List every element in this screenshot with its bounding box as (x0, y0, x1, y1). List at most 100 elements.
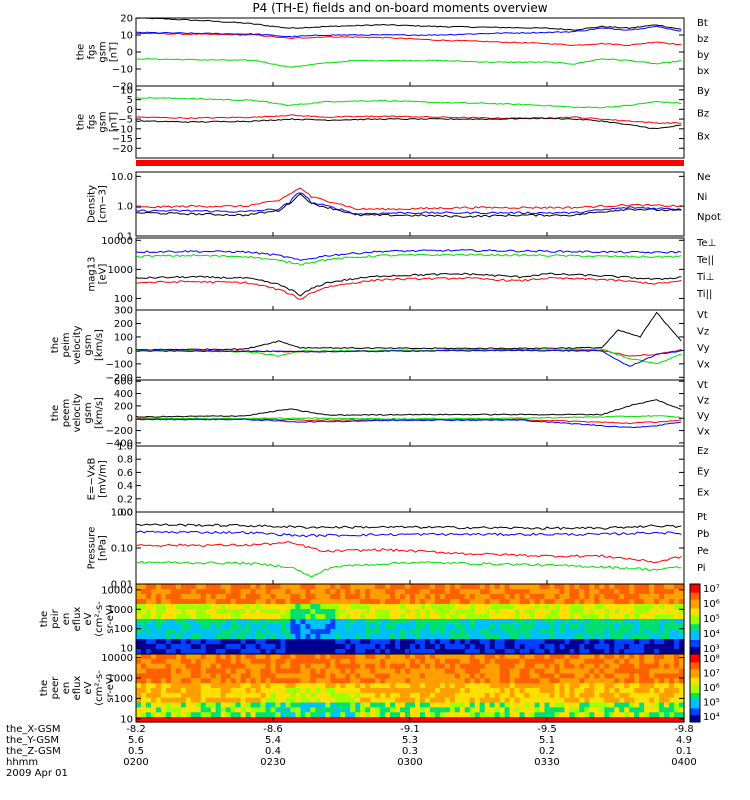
heatmap-cell (549, 663, 556, 670)
heatmap-cell (136, 654, 142, 660)
heatmap-cell (614, 692, 620, 699)
heatmap-cell (424, 639, 431, 645)
y-tick-label: 0.1 (117, 232, 133, 243)
heatmap-cell (569, 717, 575, 723)
heatmap-cell (350, 644, 356, 650)
heatmap-cell (624, 589, 630, 595)
heatmap-cell (385, 629, 391, 635)
heatmap-cell (345, 649, 351, 655)
heatmap-cell (504, 678, 511, 684)
heatmap-cell (395, 624, 401, 630)
heatmap-cell (395, 688, 401, 694)
y-axis-label: en (61, 682, 72, 695)
heatmap-cell (599, 644, 605, 650)
heatmap-cell (235, 702, 242, 709)
heatmap-cell (235, 599, 242, 605)
heatmap-cell (574, 614, 580, 620)
heatmap-cell (360, 692, 366, 699)
heatmap-cell (275, 654, 282, 660)
heatmap-cell (210, 619, 217, 625)
colorbar-step (690, 652, 700, 655)
heatmap-cell (320, 712, 326, 718)
heatmap-cell (464, 683, 471, 689)
heatmap-cell (400, 692, 406, 699)
heatmap-cell (170, 673, 177, 679)
colorbar-step (690, 703, 700, 706)
heatmap-cell (494, 604, 501, 610)
heatmap-cell (514, 668, 521, 675)
heatmap-cell (285, 594, 292, 600)
heatmap-cell (245, 619, 252, 625)
heatmap-cell (250, 639, 257, 645)
heatmap-cell (315, 589, 321, 595)
heatmap-cell (589, 614, 595, 620)
heatmap-cell (534, 683, 541, 689)
heatmap-cell (405, 619, 411, 625)
heatmap-cell (270, 702, 277, 709)
heatmap-cell (559, 589, 566, 595)
heatmap-cell (155, 668, 162, 675)
heatmap-cell (255, 614, 262, 620)
heatmap-cell (305, 717, 311, 723)
heatmap-cell (310, 663, 316, 670)
heatmap-cell (459, 624, 466, 630)
heatmap-cell (419, 692, 426, 699)
heatmap-cell (315, 697, 321, 704)
heatmap-cell (434, 692, 441, 699)
heatmap-cell (195, 712, 202, 718)
heatmap-cell (529, 717, 536, 723)
heatmap-cell (599, 634, 605, 640)
heatmap-cell (270, 678, 277, 684)
heatmap-cell (160, 614, 167, 620)
heatmap-cell (400, 589, 406, 595)
heatmap-cell (285, 639, 292, 645)
heatmap-cell (419, 614, 426, 620)
footer-row-value: 5.6 (128, 735, 144, 746)
heatmap-cell (330, 712, 336, 718)
heatmap-cell (539, 688, 546, 694)
heatmap-cell (624, 584, 630, 590)
heatmap-cell (200, 663, 207, 670)
heatmap-cell (165, 644, 172, 650)
footer-row-value: 0.1 (676, 746, 692, 757)
heatmap-cell (405, 712, 411, 718)
heatmap-cell (365, 614, 371, 620)
heatmap-cell (285, 619, 292, 625)
heatmap-cell (160, 599, 167, 605)
heatmap-cell (614, 654, 620, 660)
heatmap-cell (150, 702, 157, 709)
heatmap-cell (479, 668, 486, 675)
heatmap-cell (454, 712, 461, 718)
heatmap-cell (180, 619, 187, 625)
heatmap-cell (659, 619, 665, 625)
heatmap-cell (325, 639, 331, 645)
panel-frame (135, 237, 685, 311)
heatmap-cell (245, 599, 252, 605)
heatmap-cell (180, 712, 187, 718)
series-line-by (135, 96, 682, 109)
heatmap-cell (664, 619, 670, 625)
heatmap-cell (365, 584, 371, 590)
heatmap-cell (145, 599, 152, 605)
heatmap-cell (639, 619, 645, 625)
heatmap-cell (235, 624, 242, 630)
heatmap-cell (290, 584, 297, 590)
heatmap-cell (639, 634, 645, 640)
heatmap-cell (230, 649, 237, 655)
heatmap-cell (559, 678, 566, 684)
heatmap-cell (589, 644, 595, 650)
heatmap-cell (170, 584, 177, 590)
heatmap-cell (395, 683, 401, 689)
heatmap-cell (170, 692, 177, 699)
heatmap-cell (499, 717, 506, 723)
heatmap-cell (180, 683, 187, 689)
heatmap-cell (434, 639, 441, 645)
heatmap-cell (265, 658, 272, 665)
heatmap-cell (459, 692, 466, 699)
heatmap-cell (370, 702, 376, 709)
heatmap-cell (136, 589, 142, 595)
heatmap-cell (260, 717, 267, 723)
heatmap-cell (589, 619, 595, 625)
heatmap-cell (609, 599, 615, 605)
heatmap-cell (459, 668, 466, 675)
